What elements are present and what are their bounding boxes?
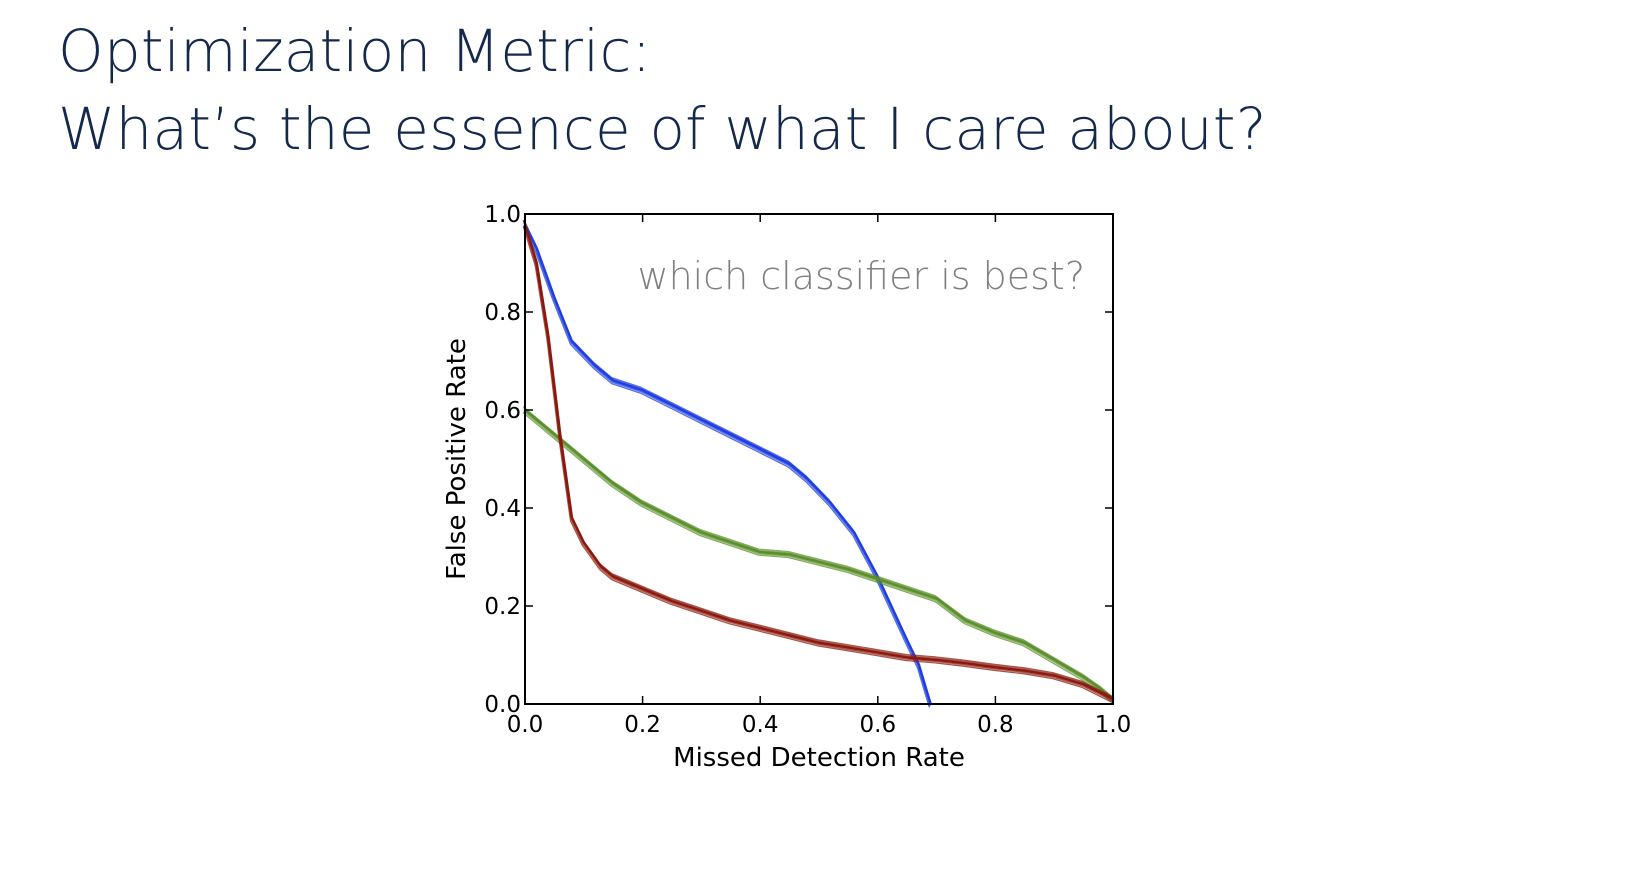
- x-tick-label: 0.0: [507, 712, 544, 738]
- slide-title: Optimization Metric: What’s the essence …: [58, 12, 1267, 168]
- series-3-line: [523, 224, 1113, 702]
- series-2-line: [523, 407, 1113, 699]
- series-2-line: [523, 410, 1113, 702]
- plot-frame: [524, 213, 1114, 705]
- series-1-line: [522, 220, 930, 702]
- y-tick-label: 0.6: [484, 398, 521, 424]
- series-1: [522, 220, 932, 708]
- series-2-line: [522, 412, 1113, 703]
- y-tick-label: 0.2: [484, 594, 521, 620]
- x-tick-label: 1.0: [1095, 712, 1132, 738]
- y-axis-label: False Positive Rate: [442, 338, 472, 580]
- x-axis-label: Missed Detection Rate: [673, 743, 965, 773]
- y-tick-label: 0.4: [484, 496, 521, 522]
- series-2-line: [522, 406, 1113, 697]
- series-1-line: [522, 226, 930, 708]
- y-tick-label: 0.0: [484, 692, 521, 718]
- x-tick-label: 0.6: [860, 712, 897, 738]
- x-tick-label: 0.4: [742, 712, 779, 738]
- x-tick-label: 0.2: [624, 712, 661, 738]
- series-1-line: [523, 224, 931, 707]
- slide-title-line-1: Optimization Metric:: [58, 17, 652, 85]
- series-3: [522, 220, 1115, 703]
- series-3-line: [522, 220, 1113, 697]
- series-layer: [522, 220, 1115, 708]
- series-2-line: [523, 408, 1115, 701]
- y-tick-label: 0.8: [484, 300, 521, 326]
- series-3-line: [522, 226, 1113, 703]
- chart-annotation: which classifier is best?: [638, 254, 1085, 298]
- series-2: [522, 406, 1115, 703]
- slide-title-line-2: What’s the essence of what I care about?: [58, 95, 1267, 163]
- y-tick-label: 1.0: [484, 202, 521, 228]
- ticks-layer: 0.0 0.2 0.4 0.6 0.8 1.0 0.0 0.2 0.4 0.6 0.8 1.0: [484, 202, 1131, 738]
- x-tick-label: 0.8: [977, 712, 1014, 738]
